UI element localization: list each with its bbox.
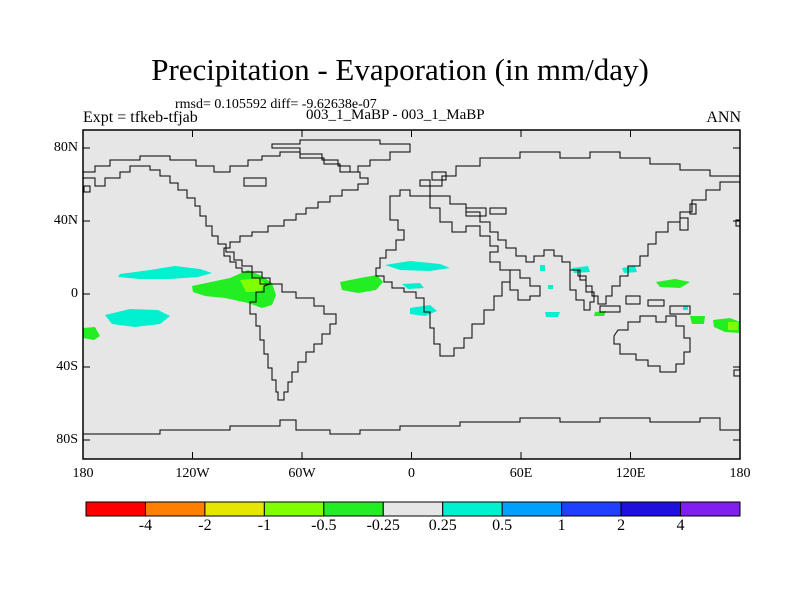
green-patch-west-pacific — [656, 279, 690, 288]
colorbar-box — [382, 501, 444, 517]
x-tick-label: 60E — [509, 466, 533, 481]
colorbar-box — [620, 501, 682, 517]
colorbar-label: 1 — [557, 517, 566, 534]
y-tick-label: 80N — [53, 140, 78, 155]
cyan-patch-indian-ocean-north — [548, 285, 553, 289]
x-tick-label: 60W — [288, 466, 316, 481]
colorbar-box — [323, 501, 384, 517]
green-patch-west-atlantic — [83, 327, 100, 340]
stats-line: rmsd= 0.105592 diff= -9.62638e-07 — [175, 97, 377, 112]
colorbar-box — [144, 501, 206, 517]
colorbar — [85, 501, 741, 517]
cyan-patch-south-pacific — [105, 309, 170, 327]
season-label: ANN — [706, 109, 741, 126]
colorbar-box — [680, 501, 741, 517]
coast-south-america — [249, 283, 337, 401]
colorbar-label: 4 — [676, 517, 685, 534]
cyan-patch-west-pacific-2 — [683, 306, 688, 310]
lime-patch-south-pacific-far — [728, 322, 738, 330]
plot-subtitle: 003_1_MaBP - 003_1_MaBP — [306, 107, 485, 123]
precip-anomaly-patches — [83, 261, 740, 340]
colorbar-label: -2 — [198, 517, 212, 534]
coast-arabia — [509, 269, 541, 301]
coast-europe-africa — [375, 189, 511, 357]
experiment-label: Expt = tfkeb-tfjab — [83, 109, 198, 126]
x-tick-label: 180 — [729, 466, 751, 481]
cyan-patch-arabia — [572, 266, 590, 273]
y-tick-label: 40S — [56, 359, 78, 374]
x-tick-label: 180 — [72, 466, 94, 481]
green-patch-south-pacific-east — [690, 316, 705, 324]
coast-japan — [679, 203, 697, 231]
coast-indonesia — [599, 295, 691, 315]
colorbar-box — [263, 501, 325, 517]
colorbar-box — [85, 501, 146, 517]
colorbar-box — [442, 501, 503, 517]
coast-asia — [429, 151, 741, 305]
y-tick-label: 40N — [53, 213, 78, 228]
colorbar-box — [561, 501, 622, 517]
colorbar-label: -4 — [138, 517, 153, 534]
coast-australia — [613, 315, 691, 373]
coast-north-america — [83, 151, 369, 285]
cyan-patch-africa-north — [385, 261, 450, 271]
x-axis-ticks — [82, 130, 741, 459]
plot-title: Precipitation - Evaporation (in mm/day) — [151, 52, 649, 87]
x-tick-label: 120E — [615, 466, 646, 481]
cyan-patch-indian-ocean-south — [545, 312, 560, 317]
coast-greenland — [271, 139, 411, 173]
coast-india — [569, 269, 595, 311]
cyan-patch-india — [622, 266, 637, 273]
colorbar-label: 0.25 — [428, 517, 457, 534]
y-tick-label: 80S — [56, 432, 78, 447]
green-patch-atlantic — [340, 275, 383, 293]
colorbar-label: 0.5 — [492, 517, 513, 534]
colorbar-label: 2 — [617, 517, 626, 534]
colorbar-label: -1 — [257, 517, 272, 534]
cyan-patch-atlantic-east — [402, 283, 424, 289]
x-tick-label: 0 — [408, 466, 415, 481]
map-background — [83, 130, 740, 459]
y-axis-ticks — [83, 147, 740, 441]
coast-antarctica — [83, 417, 740, 435]
y-tick-label: 0 — [71, 286, 78, 301]
colorbar-box — [204, 501, 265, 517]
colorbar-label: -0.25 — [366, 517, 400, 534]
colorbar-label: -0.5 — [311, 517, 337, 534]
cyan-patch-west-pacific — [540, 265, 545, 271]
x-tick-label: 120W — [175, 466, 210, 481]
colorbar-box — [501, 501, 563, 517]
cyan-patch-north-pacific — [118, 266, 212, 279]
